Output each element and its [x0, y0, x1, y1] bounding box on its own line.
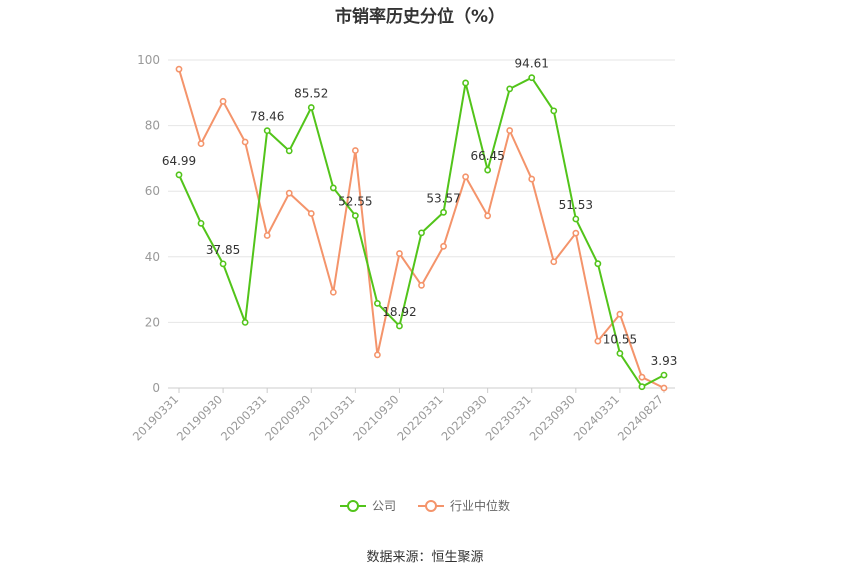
data-point: [418, 229, 425, 237]
data-point: [572, 215, 580, 223]
y-tick-label: 20: [145, 315, 160, 329]
data-point: [594, 260, 602, 268]
data-point: [329, 184, 337, 192]
data-label: 51.53: [559, 198, 593, 212]
y-tick-label: 80: [145, 119, 160, 133]
data-point: [285, 147, 293, 155]
data-point: [329, 288, 337, 296]
chart-title: 市销率历史分位（%）: [334, 7, 506, 27]
data-point: [594, 337, 602, 345]
data-point: [175, 171, 183, 179]
data-point: [197, 140, 205, 148]
data-point: [484, 166, 492, 174]
legend-company-marker-icon: [339, 499, 366, 512]
y-tick-label: 0: [152, 381, 160, 395]
data-label: 64.99: [162, 154, 196, 168]
data-point: [462, 79, 469, 87]
data-point: [572, 229, 580, 237]
data-point: [506, 127, 514, 134]
x-tick-label: 20220331: [394, 392, 445, 443]
data-label: 94.61: [515, 57, 549, 71]
data-point: [484, 212, 492, 220]
x-tick-label: 20190331: [130, 392, 181, 443]
data-point: [374, 351, 381, 359]
data-point: [241, 138, 249, 146]
y-tick-label: 60: [145, 184, 160, 198]
x-tick-label: 20230930: [527, 392, 578, 443]
x-tick-label: 20210331: [306, 392, 357, 443]
data-point: [616, 349, 624, 357]
y-tick-label: 100: [137, 53, 160, 67]
data-point: [241, 318, 249, 326]
data-point: [263, 232, 271, 239]
x-tick-label: 20200331: [218, 392, 269, 443]
data-point: [418, 281, 425, 289]
data-point: [550, 258, 558, 266]
data-point: [660, 384, 668, 392]
data-label: 66.45: [470, 149, 504, 163]
data-label: 10.55: [603, 332, 637, 346]
data-point: [219, 97, 227, 105]
x-tick-label: 20190930: [174, 392, 225, 443]
data-label: 85.52: [294, 86, 328, 100]
data-point: [396, 250, 403, 257]
data-point: [351, 212, 359, 220]
legend-company-label: 公司: [371, 499, 396, 513]
x-tick-label: 20240827: [615, 392, 666, 443]
legend-item-industry[interactable]: 行业中位数: [418, 497, 510, 514]
data-label: 78.46: [250, 110, 284, 124]
data-point: [660, 371, 668, 379]
data-point: [506, 85, 514, 93]
y-tick-label: 40: [145, 250, 160, 264]
data-point: [638, 373, 646, 381]
legend-item-company[interactable]: 公司: [339, 497, 396, 514]
data-point: [307, 210, 315, 217]
legend: 公司 行业中位数: [0, 497, 850, 514]
data-point: [528, 74, 536, 82]
source-note: 数据来源：恒生聚源: [366, 550, 484, 565]
data-point: [462, 173, 469, 181]
legend-industry-marker-icon: [418, 499, 444, 512]
x-tick-label: 20240331: [571, 392, 622, 443]
x-tick-label: 20200930: [262, 392, 313, 443]
data-point: [374, 299, 381, 307]
data-point: [638, 383, 646, 391]
data-point: [528, 175, 536, 183]
data-label: 52.55: [338, 195, 372, 209]
data-label: 18.92: [382, 305, 416, 319]
data-point: [440, 208, 447, 216]
data-point: [175, 65, 183, 73]
data-point: [219, 260, 227, 268]
x-tick-label: 20230331: [483, 392, 534, 443]
data-point: [616, 310, 624, 318]
data-point: [197, 219, 205, 227]
data-point: [307, 104, 315, 111]
data-label: 3.93: [651, 354, 678, 368]
x-tick-label: 20210930: [350, 392, 401, 443]
data-point: [550, 107, 558, 115]
data-point: [285, 189, 293, 197]
data-point: [351, 147, 359, 154]
data-label: 37.85: [206, 243, 240, 257]
data-label: 53.57: [426, 191, 460, 205]
x-tick-label: 20220930: [438, 392, 489, 443]
data-point: [263, 127, 271, 135]
data-point: [440, 242, 447, 250]
data-point: [396, 322, 403, 330]
legend-industry-label: 行业中位数: [450, 499, 511, 513]
